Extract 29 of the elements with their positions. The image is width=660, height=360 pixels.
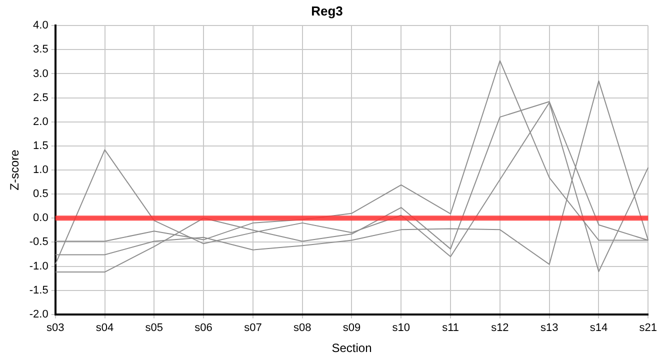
y-tick-label: 0.5 (33, 188, 48, 200)
x-axis-title: Section (332, 341, 372, 356)
x-tick-label: s21 (639, 322, 658, 334)
x-tick-label: s04 (96, 322, 114, 334)
x-tick-label: s07 (244, 322, 262, 334)
y-tick-label: -1.5 (29, 284, 48, 296)
x-tick-label: s10 (392, 322, 410, 334)
x-tick-label: s13 (540, 322, 558, 334)
y-tick-label: -1.0 (29, 260, 48, 272)
x-tick-label: s11 (442, 322, 459, 334)
y-tick-label: 2.5 (33, 92, 48, 104)
x-tick-label: s08 (293, 322, 312, 334)
chart-title: Reg3 (311, 3, 343, 18)
y-tick-label: 1.0 (33, 164, 48, 176)
x-tick-label: s12 (491, 322, 509, 334)
y-tick-label: 4.0 (33, 20, 48, 32)
y-tick-label: 3.0 (33, 68, 48, 80)
x-tick-label: s06 (194, 322, 212, 334)
x-tick-label: s09 (342, 322, 361, 334)
y-tick-label: -0.5 (29, 236, 48, 248)
x-tick-label: s14 (590, 322, 608, 334)
y-tick-label: 1.5 (33, 140, 48, 152)
y-tick-label: 2.0 (33, 116, 48, 128)
y-tick-label: 0.0 (33, 212, 48, 224)
y-tick-label: 3.5 (33, 44, 48, 56)
x-tick-label: s03 (46, 322, 64, 334)
y-tick-label: -2.0 (29, 308, 48, 320)
x-tick-label: s05 (145, 322, 164, 334)
y-axis-title: Z-score (8, 149, 22, 190)
